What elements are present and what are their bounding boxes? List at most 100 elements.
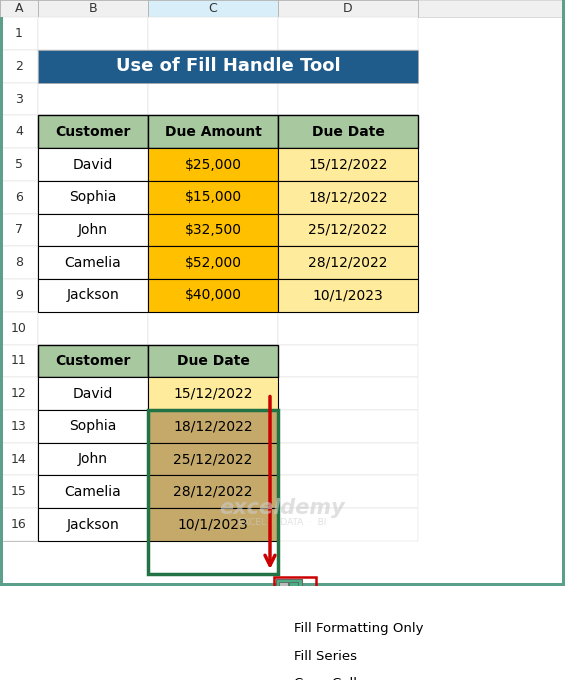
- Bar: [148, 410, 278, 443]
- Bar: [278, 116, 418, 148]
- Bar: [278, 50, 418, 83]
- Bar: [0, 0, 38, 17]
- Bar: [279, 591, 288, 598]
- Bar: [278, 214, 418, 246]
- Bar: [278, 181, 418, 214]
- Text: 25/12/2022: 25/12/2022: [308, 223, 388, 237]
- Circle shape: [279, 626, 285, 632]
- Bar: [148, 475, 278, 508]
- Bar: [148, 83, 278, 116]
- Bar: [148, 410, 278, 574]
- Bar: [38, 181, 148, 214]
- Bar: [278, 116, 418, 148]
- Bar: [0, 475, 38, 508]
- Polygon shape: [0, 0, 38, 17]
- Bar: [0, 0, 565, 17]
- Bar: [0, 410, 38, 443]
- Bar: [0, 443, 38, 475]
- Bar: [278, 181, 418, 214]
- Bar: [0, 181, 38, 214]
- Bar: [38, 279, 148, 312]
- Bar: [38, 443, 148, 475]
- Bar: [279, 582, 288, 590]
- Text: Customer: Customer: [55, 125, 131, 139]
- Bar: [148, 377, 278, 410]
- Text: 28/12/2022: 28/12/2022: [173, 485, 253, 499]
- Bar: [0, 475, 38, 508]
- Text: 15/12/2022: 15/12/2022: [173, 387, 253, 401]
- Bar: [148, 345, 278, 377]
- Bar: [274, 577, 316, 603]
- Bar: [148, 0, 278, 17]
- Bar: [38, 508, 148, 541]
- Bar: [148, 246, 278, 279]
- Bar: [0, 312, 38, 345]
- Bar: [0, 116, 38, 148]
- Bar: [0, 345, 38, 377]
- Bar: [0, 508, 38, 541]
- Text: $32,500: $32,500: [185, 223, 241, 237]
- Text: A: A: [15, 2, 23, 15]
- Bar: [38, 148, 148, 181]
- Text: 6: 6: [15, 191, 23, 204]
- Bar: [148, 345, 278, 377]
- Bar: [38, 181, 148, 214]
- Bar: [38, 246, 148, 279]
- Text: Jackson: Jackson: [67, 517, 119, 532]
- Bar: [0, 246, 38, 279]
- Bar: [0, 583, 565, 585]
- Bar: [278, 410, 418, 443]
- Text: 12: 12: [11, 387, 27, 400]
- Bar: [148, 116, 278, 148]
- Bar: [0, 214, 38, 246]
- Polygon shape: [304, 588, 311, 592]
- Text: 4: 4: [15, 125, 23, 138]
- Bar: [148, 410, 278, 443]
- Bar: [38, 443, 148, 475]
- Bar: [278, 17, 418, 50]
- Bar: [148, 279, 278, 312]
- Bar: [148, 17, 278, 50]
- Bar: [38, 377, 148, 410]
- Text: 15: 15: [11, 486, 27, 498]
- Bar: [0, 148, 38, 181]
- Bar: [278, 0, 418, 17]
- Bar: [0, 312, 38, 345]
- Text: $15,000: $15,000: [184, 190, 242, 204]
- Bar: [38, 214, 148, 246]
- Bar: [38, 83, 148, 116]
- Text: Sophia: Sophia: [69, 420, 117, 433]
- Bar: [0, 377, 38, 410]
- Bar: [148, 116, 278, 148]
- Bar: [289, 582, 298, 590]
- Bar: [38, 410, 148, 443]
- Text: 9: 9: [15, 289, 23, 302]
- Bar: [278, 246, 418, 279]
- Bar: [562, 0, 565, 585]
- Bar: [148, 443, 278, 475]
- Bar: [148, 508, 278, 541]
- Text: Due Date: Due Date: [311, 125, 384, 139]
- Text: 13: 13: [11, 420, 27, 433]
- Bar: [38, 50, 418, 83]
- Text: Sophia: Sophia: [69, 190, 117, 204]
- Bar: [278, 279, 418, 312]
- Text: 14: 14: [11, 453, 27, 466]
- Bar: [38, 345, 148, 377]
- Text: Camelia: Camelia: [64, 485, 121, 499]
- Bar: [38, 345, 148, 377]
- Text: 18/12/2022: 18/12/2022: [173, 420, 253, 433]
- Bar: [148, 312, 278, 345]
- Bar: [38, 312, 148, 345]
- Bar: [148, 50, 278, 83]
- Bar: [278, 312, 418, 345]
- Bar: [0, 410, 38, 443]
- Bar: [0, 83, 38, 116]
- Bar: [278, 83, 418, 116]
- Text: 28/12/2022: 28/12/2022: [308, 256, 388, 270]
- Bar: [148, 475, 278, 508]
- Bar: [0, 83, 38, 116]
- Bar: [269, 617, 445, 640]
- Bar: [38, 279, 148, 312]
- Bar: [38, 116, 148, 148]
